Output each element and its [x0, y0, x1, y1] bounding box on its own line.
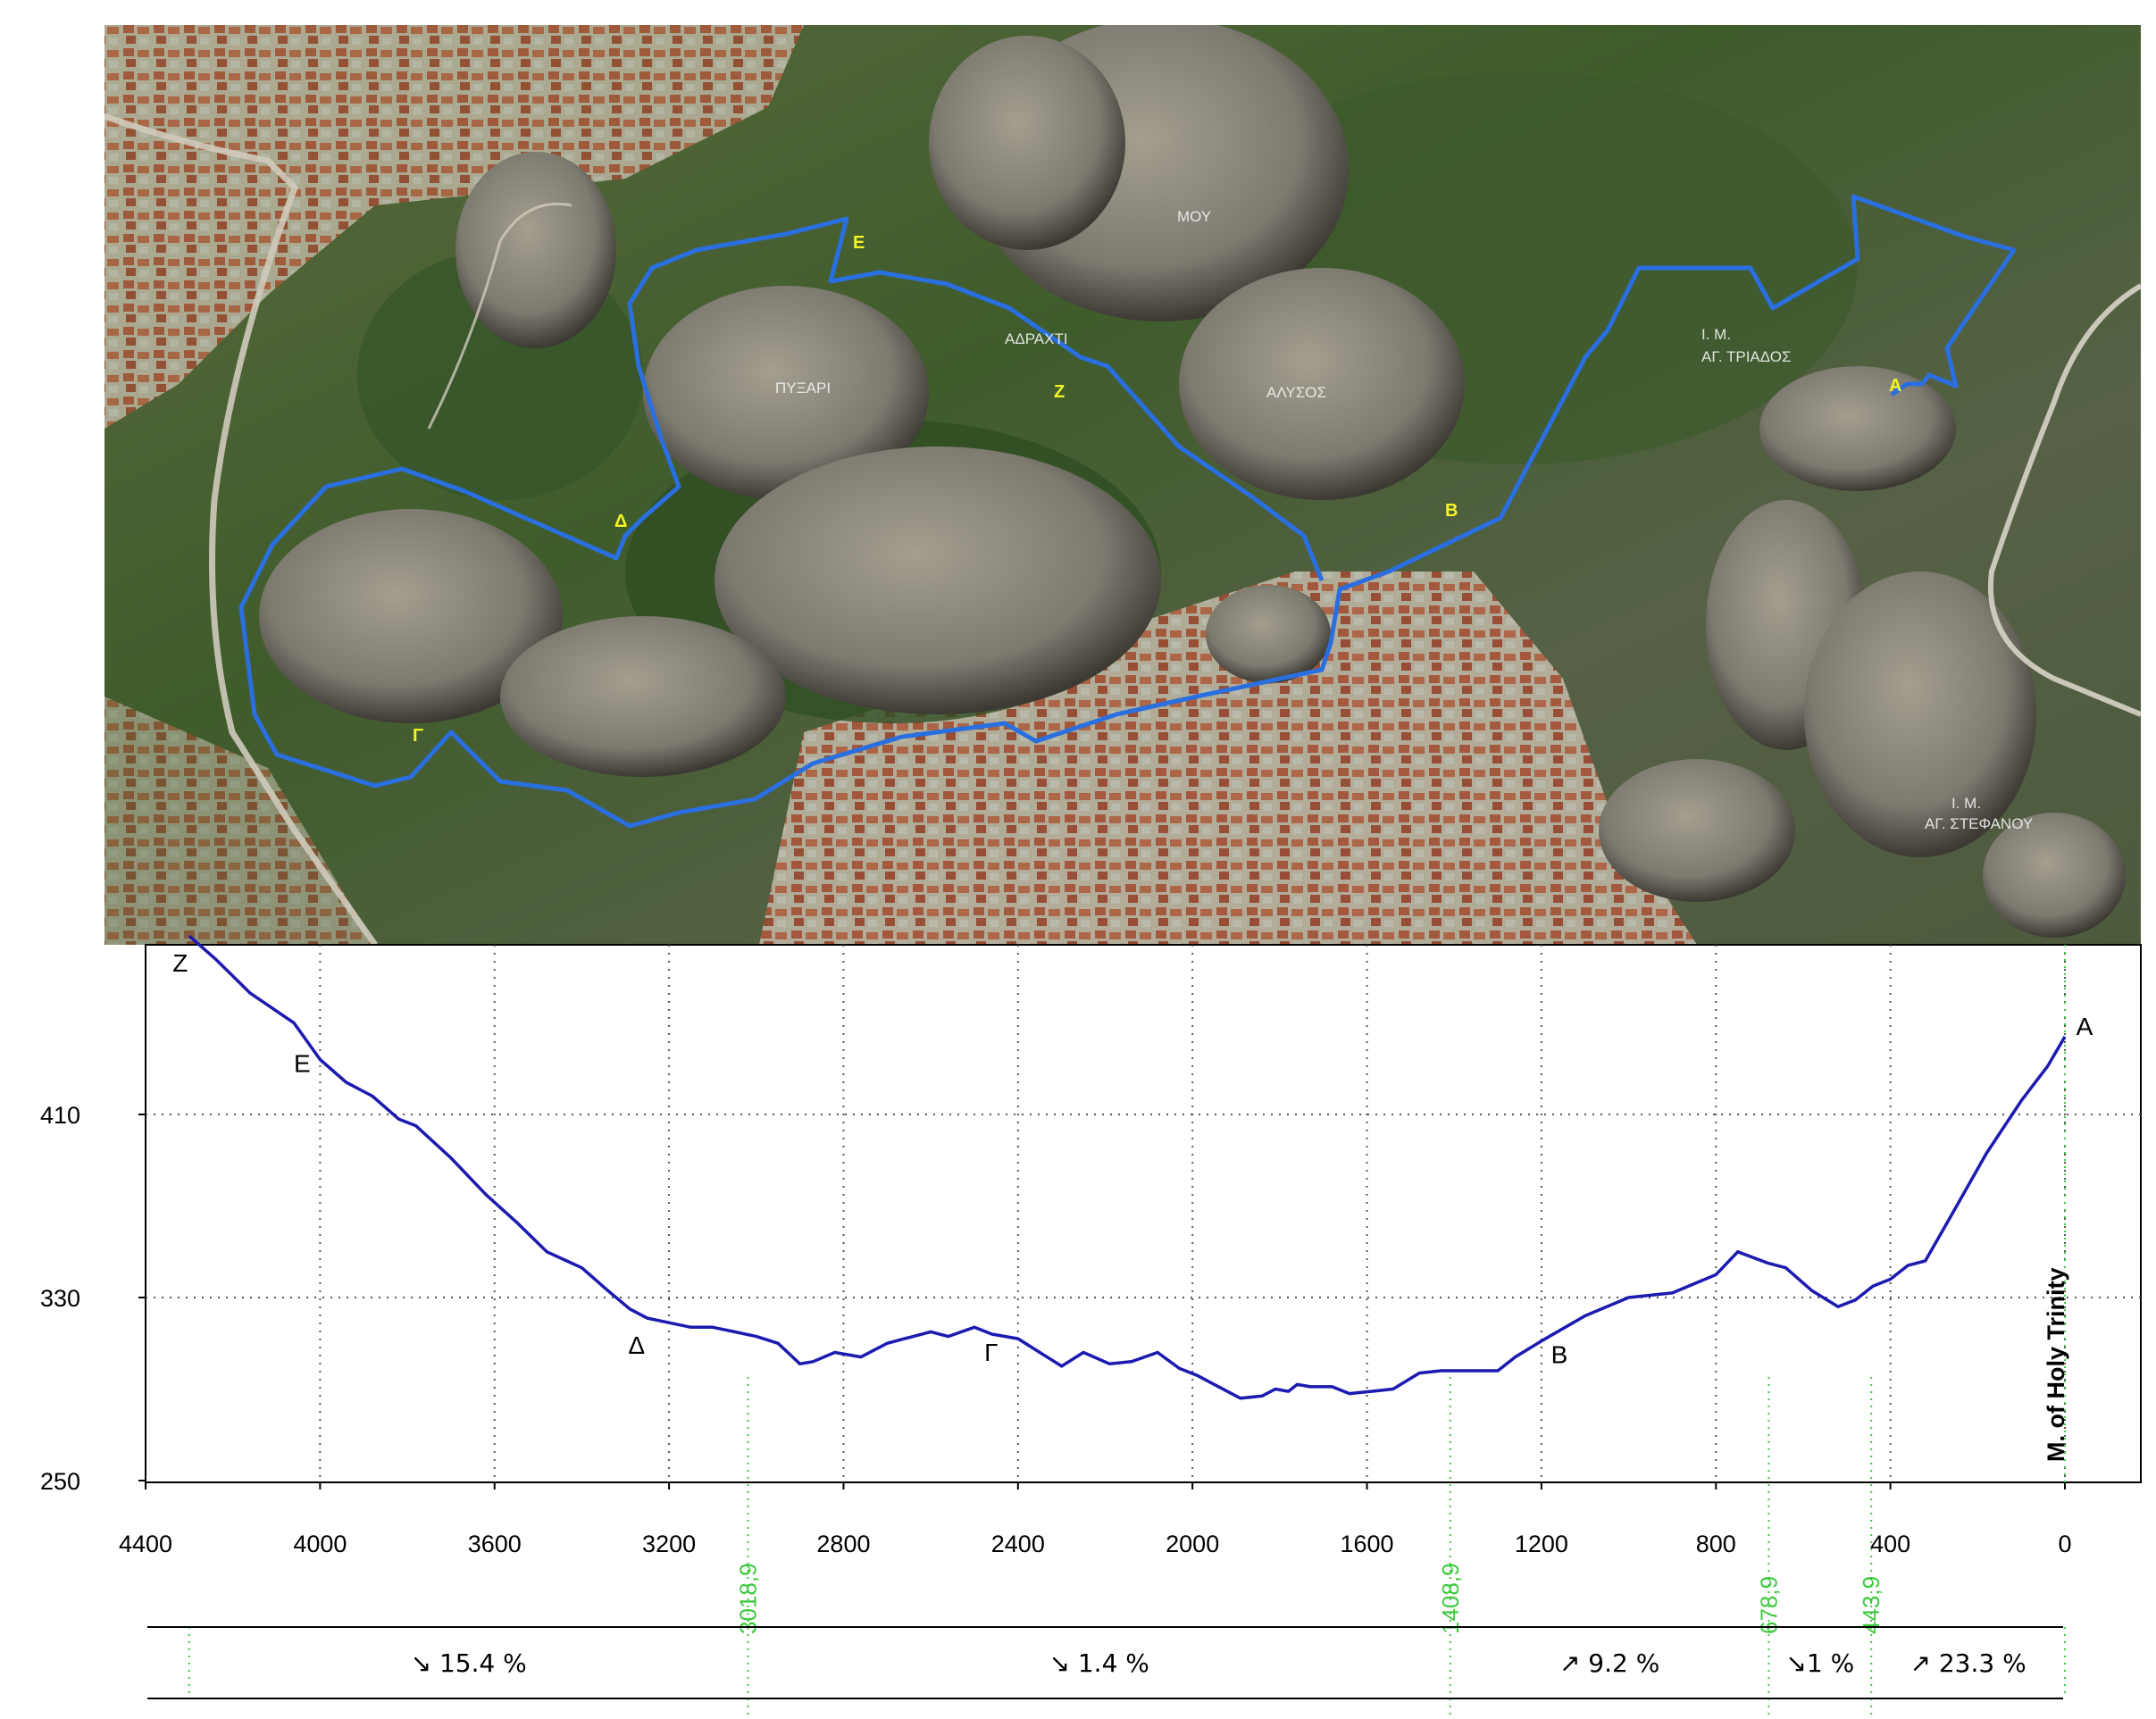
- slope-label: ↗ 9.2 %: [1559, 1648, 1659, 1678]
- rock-formation: [259, 509, 563, 723]
- rock-formation: [500, 616, 786, 777]
- rock-formation: [455, 152, 616, 348]
- map-label-pyxari: ΠΥΞΑΡΙ: [775, 380, 831, 396]
- y-tick-label: 330: [40, 1285, 80, 1312]
- x-tick-label: 3600: [468, 1531, 522, 1557]
- x-tick-label: 2000: [1166, 1531, 1219, 1557]
- series-group: [188, 934, 2067, 1400]
- rock-formation: [714, 446, 1161, 714]
- x-tick-label: 1600: [1341, 1531, 1394, 1557]
- slope-label: ↗ 23.3 %: [1909, 1648, 2026, 1678]
- path: [427, 202, 572, 430]
- aerial-map: ΠΥΞΑΡΙ ΑΔΡΑΧΤΙ ΜΟΥ ΑΛΥΣΟΣ Ι. Μ. ΑΓ. ΤΡΙΑ…: [104, 25, 2141, 945]
- breakpoint-label: 3018,9: [735, 1563, 762, 1634]
- point-label: Γ: [984, 1339, 998, 1366]
- point-label: Ζ: [172, 949, 188, 977]
- town-area-south: [759, 572, 1697, 945]
- map-label-agia-triada: ΑΓ. ΤΡΙΑΔΟΣ: [1701, 348, 1792, 365]
- x-axis-ticks: 4400 4000 3600 3200 2800 2400 2000 1600 1200 800 4…: [119, 1482, 2072, 1557]
- rock-formation: [1983, 813, 2126, 938]
- road: [104, 113, 378, 945]
- rock-formation: [643, 286, 929, 500]
- route-point-z: Ζ: [1054, 382, 1065, 402]
- y-tick-label: 410: [40, 1102, 80, 1129]
- slope-segments: ↘ 15.4 % ↘ 1.4 % ↗ 9.2 % ↘1 % ↗ 23.3 %: [411, 1648, 2026, 1678]
- slope-label: ↘ 15.4 %: [411, 1648, 527, 1678]
- point-label: Α: [2077, 1013, 2093, 1040]
- slope-label: ↘ 1.4 %: [1049, 1648, 1149, 1678]
- rock-formation: [1179, 268, 1465, 500]
- rock-formation: [1599, 759, 1795, 902]
- point-label: Β: [1551, 1341, 1568, 1369]
- map-label-im-1: Ι. Μ.: [1701, 326, 1731, 343]
- x-tick-label: 4000: [293, 1531, 347, 1557]
- rock-formation: [1206, 585, 1331, 683]
- map-label-agios-stefanos: ΑΓ. ΣΤΕΦΑΝΟΥ: [1925, 815, 2033, 832]
- grid: [146, 945, 2141, 1482]
- x-tick-label: 2800: [816, 1531, 870, 1557]
- x-tick-label: 0: [2058, 1531, 2071, 1557]
- x-tick-label: 4400: [119, 1531, 172, 1557]
- hiking-route: [238, 194, 2017, 829]
- x-tick-label: 800: [1696, 1531, 1736, 1557]
- road: [1987, 283, 2141, 717]
- route-point-a: Α: [1889, 376, 1901, 396]
- breakpoint-label: 443,9: [1858, 1576, 1884, 1634]
- x-tick-label: 3200: [642, 1531, 696, 1557]
- map-label-adrachti: ΑΔΡΑΧΤΙ: [1005, 330, 1068, 347]
- x-tick-label: 1200: [1515, 1531, 1568, 1557]
- town-area-north: [104, 25, 804, 429]
- slope-label: ↘1 %: [1785, 1648, 1854, 1678]
- route-point-gamma: Γ: [413, 726, 423, 746]
- map-label-alysos: ΑΛΥΣΟΣ: [1266, 384, 1326, 401]
- x-tick-label: 400: [1870, 1531, 1910, 1557]
- map-label-im-2: Ι. Μ.: [1951, 795, 1981, 812]
- plot-frame: [145, 944, 2142, 1483]
- x-tick-label: 2400: [991, 1531, 1045, 1557]
- point-labels: Ζ Ε Δ Γ Β Α: [172, 949, 2093, 1369]
- monastery-annotation: M. of Holy Trinity: [2043, 1267, 2069, 1462]
- breakpoint-label: 678,9: [1755, 1576, 1782, 1634]
- rock-formation: [1804, 572, 2036, 857]
- route-point-b: Β: [1445, 501, 1458, 521]
- breakpoint-markers: 3018,9 1408,9 678,9 443,9: [188, 945, 2066, 1715]
- y-tick-label: 250: [40, 1468, 80, 1495]
- rock-formation: [1759, 366, 1956, 491]
- route-point-delta: Δ: [614, 512, 627, 531]
- point-label: Δ: [628, 1331, 645, 1359]
- rock-formation: [929, 36, 1125, 250]
- route-point-e: Ε: [853, 233, 865, 253]
- map-label-mou: ΜΟΥ: [1177, 208, 1211, 225]
- elevation-profile-line: [188, 934, 2067, 1400]
- town-area-west: [104, 697, 375, 945]
- y-axis-ticks: 250 330 410: [40, 1102, 146, 1495]
- point-label: Ε: [294, 1050, 311, 1078]
- breakpoint-label: 1408,9: [1437, 1563, 1464, 1634]
